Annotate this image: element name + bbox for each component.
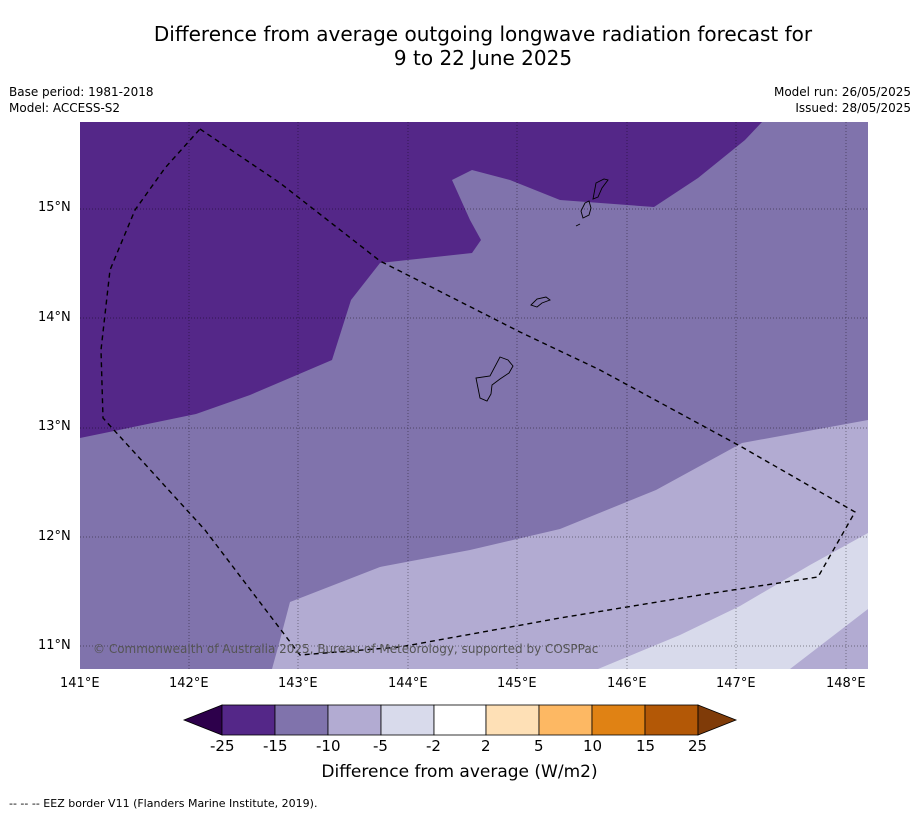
gridlines	[80, 122, 868, 669]
colorbar-label-1: -15	[263, 737, 288, 755]
colorbar-swatch-3	[327, 704, 382, 736]
title-line-1: Difference from average outgoing longwav…	[153, 22, 813, 46]
colorbar-swatch-2	[274, 704, 329, 736]
lon-label-141: 141°E	[60, 676, 100, 691]
lon-label-147: 147°E	[716, 676, 756, 691]
lon-label-144: 144°E	[388, 676, 428, 691]
lon-label-145: 145°E	[497, 676, 537, 691]
colorbar-arrow-high	[697, 704, 738, 736]
colorbar-swatch-4	[380, 704, 435, 736]
colorbar-label-9: 25	[688, 737, 708, 755]
island-tinian	[580, 200, 592, 219]
lat-label-12: 12°N	[38, 529, 71, 544]
lon-label-142: 142°E	[169, 676, 209, 691]
band-minus5-minus10	[272, 420, 868, 669]
band-minus2-minus5	[598, 533, 868, 669]
base-period: Base period: 1981-2018	[9, 85, 154, 99]
colorbar-swatch-6	[485, 704, 540, 736]
anomaly-field	[80, 122, 868, 669]
lon-label-148: 148°E	[826, 676, 866, 691]
title-line-2: 9 to 22 June 2025	[393, 46, 573, 70]
eez-border	[100, 128, 856, 656]
colorbar-swatch-1	[221, 704, 276, 736]
meta-left: Base period: 1981-2018 Model: ACCESS-S2	[9, 84, 154, 116]
colorbar-swatch-7	[538, 704, 593, 736]
islands	[475, 178, 609, 402]
eez-footnote: -- -- -- EEZ border V11 (Flanders Marine…	[9, 797, 318, 810]
lon-label-143: 143°E	[278, 676, 318, 691]
colorbar-label-0: -25	[210, 737, 235, 755]
colorbar-arrow-low	[182, 704, 223, 736]
island-saipan	[592, 178, 609, 200]
colorbar-swatch-9	[644, 704, 699, 736]
island-rota	[530, 296, 551, 308]
colorbar-swatch-8	[591, 704, 646, 736]
colorbar	[182, 704, 738, 736]
colorbar-label-5: 2	[481, 737, 491, 755]
map-title: Difference from average outgoing longwav…	[0, 22, 919, 70]
model-name: Model: ACCESS-S2	[9, 101, 121, 115]
issued-date: Issued: 28/05/2025	[795, 101, 911, 115]
lat-label-15: 15°N	[38, 200, 71, 215]
meta-right: Model run: 26/05/2025 Issued: 28/05/2025	[774, 84, 911, 116]
copyright-notice: © Commonwealth of Australia 2025, Bureau…	[93, 642, 599, 656]
lon-label-146: 146°E	[607, 676, 647, 691]
lat-label-14: 14°N	[38, 310, 71, 325]
colorbar-label-4: -2	[426, 737, 441, 755]
colorbar-label-6: 5	[534, 737, 544, 755]
model-run: Model run: 26/05/2025	[773, 85, 911, 99]
colorbar-label-8: 15	[636, 737, 656, 755]
colorbar-label-7: 10	[583, 737, 603, 755]
band-minus15-minus25	[80, 122, 762, 438]
island-aguijan	[575, 223, 581, 227]
lat-label-11: 11°N	[38, 638, 71, 653]
island-guam	[475, 356, 514, 402]
colorbar-label-2: -10	[316, 737, 341, 755]
colorbar-swatch-5	[433, 704, 487, 736]
lat-label-13: 13°N	[38, 419, 71, 434]
colorbar-title: Difference from average (W/m2)	[321, 762, 598, 782]
colorbar-label-3: -5	[373, 737, 388, 755]
